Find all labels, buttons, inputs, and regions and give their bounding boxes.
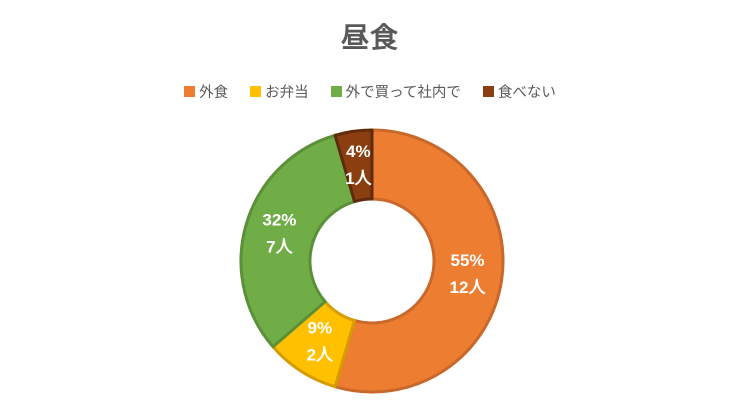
slice-count-label: 1人 — [345, 169, 372, 188]
donut-slice — [239, 133, 357, 349]
slice-count-label: 2人 — [307, 346, 334, 365]
legend-item-label: お弁当 — [265, 84, 309, 101]
legend-marker-icon — [330, 85, 342, 97]
slice-count-label: 12人 — [450, 278, 487, 297]
legend-item-label: 外で買って社内で — [345, 84, 461, 101]
legend-marker-icon — [482, 85, 494, 97]
chart-legend: 外食 お弁当 外で買って社内で 食べない — [0, 80, 740, 102]
slice-percent-label: 55% — [450, 251, 484, 270]
slice-count-label: 7人 — [266, 237, 293, 256]
legend-item: 外で買って社内で — [330, 81, 461, 102]
chart-title: 昼食 — [340, 22, 399, 53]
slice-percent-label: 9% — [308, 319, 333, 338]
legend-marker-icon — [184, 85, 196, 97]
legend-item: 外食 — [184, 81, 228, 102]
legend-item-label: 外食 — [199, 84, 229, 101]
legend-item-label: 食べない — [497, 84, 556, 101]
legend-marker-icon — [250, 85, 262, 97]
slice-percent-label: 32% — [262, 210, 296, 229]
slice-percent-label: 4% — [346, 142, 371, 161]
legend-item: 食べない — [482, 81, 556, 102]
donut-slice — [333, 128, 505, 394]
legend-item: お弁当 — [250, 81, 309, 102]
donut-slice — [333, 128, 374, 204]
